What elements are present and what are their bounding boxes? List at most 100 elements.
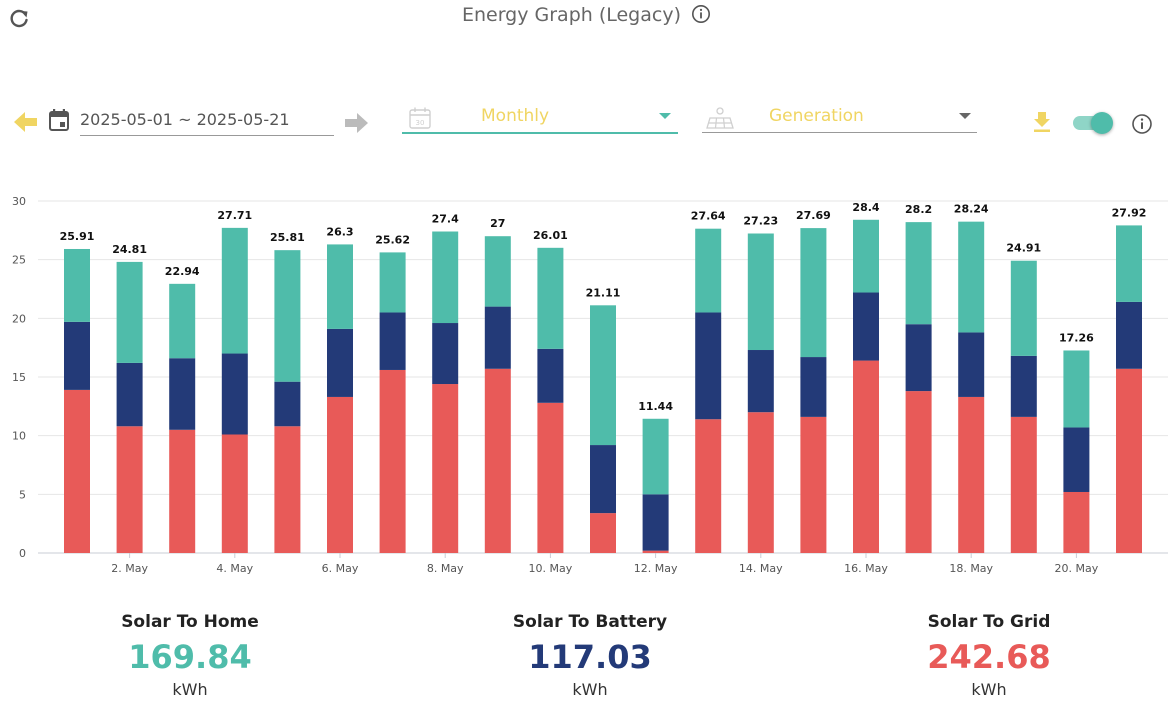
bar-segment[interactable] [484,236,511,307]
bar-segment[interactable] [747,350,774,413]
bar-segment[interactable] [484,306,511,369]
bar-segment[interactable] [905,324,932,392]
summary-home-value: 169.84 [128,638,252,676]
chevron-down-icon [959,108,971,126]
bar-segment[interactable] [1063,491,1090,553]
bar-segment[interactable] [958,332,985,397]
summary-battery-label: Solar To Battery [512,612,668,632]
bar-segment[interactable] [642,550,669,553]
data-label: 26.3 [326,225,353,238]
bar-segment[interactable] [327,244,353,329]
bar-segment[interactable] [958,221,985,333]
data-label: 21.11 [586,286,621,299]
bar-segment[interactable] [1010,260,1037,356]
bar-segment[interactable] [169,358,196,430]
arrow-right-icon[interactable] [344,112,368,134]
bar-segment[interactable] [853,360,879,553]
data-label: 25.81 [270,231,305,244]
bar-segment[interactable] [1116,368,1142,553]
bar-segment[interactable] [221,434,248,553]
bar-segment[interactable] [1116,301,1142,369]
summary-grid-value: 242.68 [927,638,1051,676]
bar-segment[interactable] [590,513,616,553]
bar-segment[interactable] [379,369,406,553]
bar-segment[interactable] [327,396,353,553]
bar-segment[interactable] [379,312,406,370]
bar-segment[interactable] [221,353,248,435]
bar-segment[interactable] [379,252,406,313]
bar-segment[interactable] [116,362,143,427]
bar-segment[interactable] [327,328,353,397]
bar-segment[interactable] [642,418,669,495]
bar-segment[interactable] [1010,416,1037,553]
y-tick-label: 25 [12,254,26,267]
summary-battery-unit: kWh [572,680,608,699]
bar-segment[interactable] [905,222,932,325]
bar-segment[interactable] [116,261,143,363]
download-icon[interactable] [1032,111,1052,133]
bar-segment[interactable] [484,368,511,553]
bar-segment[interactable] [64,321,90,390]
bar-segment[interactable] [537,402,564,553]
bar-segment[interactable] [1116,225,1142,302]
bar-segment[interactable] [432,384,459,553]
summary-grid-label: Solar To Grid [927,612,1051,632]
bar-segment[interactable] [537,247,564,349]
info-icon[interactable] [691,4,711,29]
refresh-icon[interactable] [8,8,30,30]
bar-segment[interactable] [169,283,196,359]
data-label: 27.4 [432,213,459,226]
data-label: 28.2 [905,203,932,216]
calendar-icon[interactable] [48,108,70,132]
bar-segment[interactable] [800,357,827,417]
bar-segment[interactable] [432,323,459,385]
period-select-value: Monthly [481,106,550,126]
bar-segment[interactable] [958,396,985,553]
bar-segment[interactable] [64,389,90,553]
data-label: 27.71 [217,209,252,222]
bar-segment[interactable] [695,419,722,553]
bar-segment[interactable] [800,416,827,553]
bar-segment[interactable] [590,445,616,514]
bar-segment[interactable] [853,219,879,293]
y-tick-label: 20 [12,312,26,325]
bar-segment[interactable] [169,429,196,553]
data-label: 24.91 [1006,242,1041,255]
bar-segment[interactable] [537,348,564,403]
arrow-left-icon[interactable] [14,111,38,133]
x-tick-label: 10. May [529,562,573,575]
bar-segment[interactable] [1063,350,1090,428]
period-select[interactable]: 30 Monthly [402,103,678,134]
bar-segment[interactable] [274,250,301,382]
bar-segment[interactable] [274,381,301,427]
bar-segment[interactable] [800,228,827,358]
bar-segment[interactable] [64,248,90,322]
data-label: 27.92 [1112,206,1147,219]
data-label: 27.69 [796,209,831,222]
bar-segment[interactable] [1010,355,1037,417]
type-select[interactable]: Generation [702,103,977,133]
bar-segment[interactable] [853,292,879,361]
bar-segment[interactable] [1063,427,1090,492]
bar-segment[interactable] [116,426,143,553]
bar-segment[interactable] [432,231,459,324]
bar-segment[interactable] [695,228,722,313]
bar-segment[interactable] [695,312,722,420]
view-toggle[interactable] [1073,111,1113,135]
x-tick-label: 4. May [216,562,253,575]
bar-segment[interactable] [221,227,248,354]
bar-segment[interactable] [274,426,301,553]
x-tick-label: 6. May [322,562,359,575]
bar-segment[interactable] [590,305,616,446]
date-range-input[interactable]: 2025-05-01 ~ 2025-05-21 [80,108,334,136]
svg-text:30: 30 [416,119,425,127]
page-title-text: Energy Graph (Legacy) [461,4,681,26]
bar-segment[interactable] [747,233,774,351]
bar-segment[interactable] [642,494,669,551]
toggle-knob [1091,112,1113,134]
bar-segment[interactable] [905,391,932,553]
bar-segment[interactable] [747,412,774,553]
info-icon[interactable] [1131,113,1153,135]
x-tick-label: 2. May [111,562,148,575]
x-tick-label: 20. May [1055,562,1099,575]
